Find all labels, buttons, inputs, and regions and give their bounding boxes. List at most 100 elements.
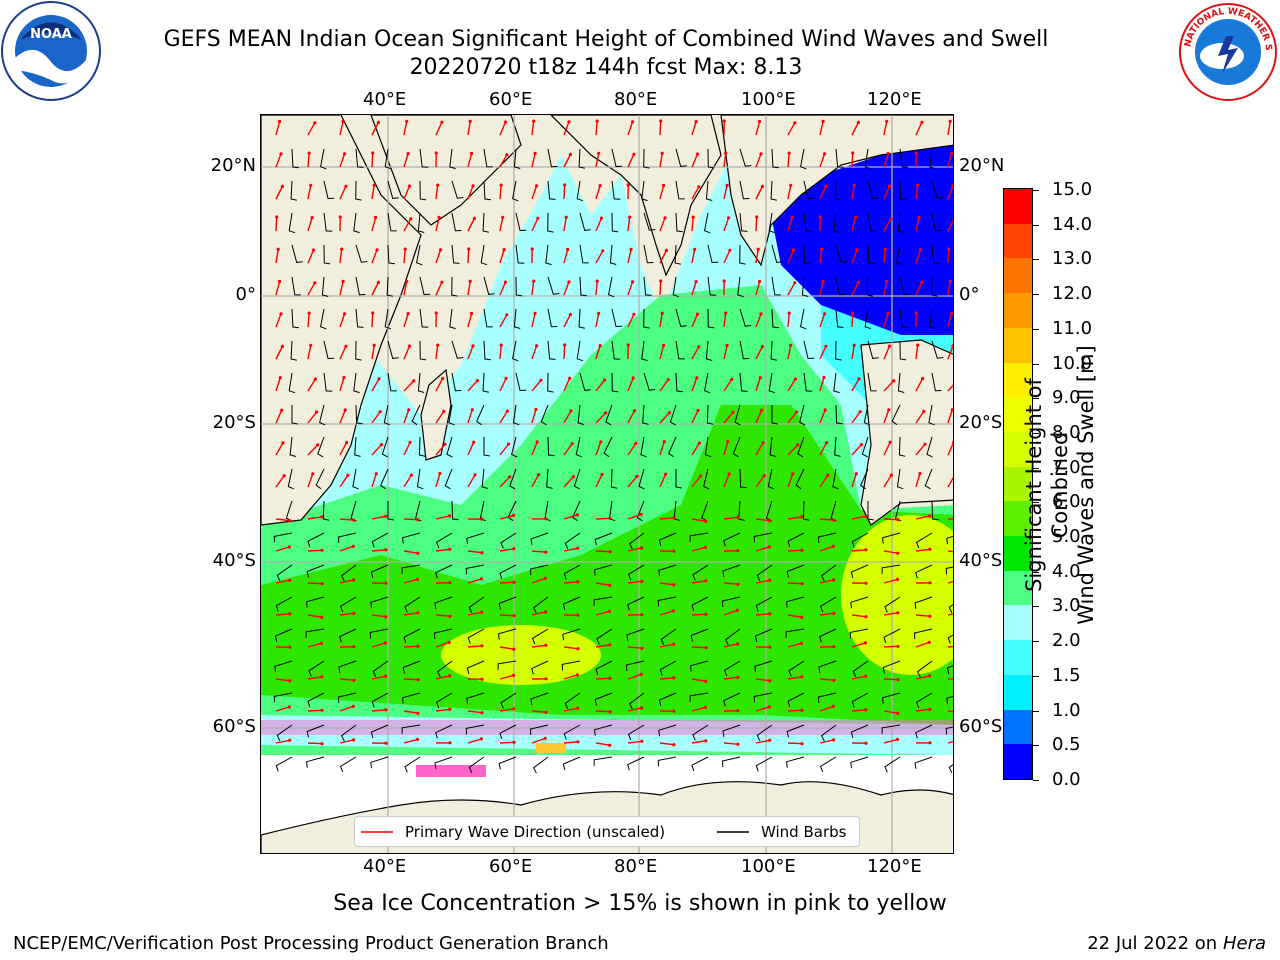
wave-arrow — [787, 185, 792, 200]
wave-arrow-head — [448, 707, 452, 711]
wave-arrow — [723, 582, 738, 585]
wave-arrow — [275, 409, 283, 424]
wind-barb — [786, 596, 805, 608]
wave-arrow — [403, 380, 415, 392]
wind-barb — [722, 564, 741, 577]
wind-barb — [562, 596, 581, 611]
wind-barb — [289, 436, 297, 457]
wave-arrow — [467, 281, 471, 296]
wave-arrow-head — [448, 614, 452, 618]
wave-arrow-head — [407, 344, 412, 348]
wind-barb — [913, 628, 933, 640]
wave-arrow — [659, 217, 666, 232]
wind-barb — [771, 405, 778, 425]
wave-arrow-head — [384, 581, 388, 585]
wind-barb — [860, 468, 869, 490]
wind-barb — [563, 724, 581, 740]
wave-arrow-head — [597, 151, 601, 155]
wave-arrow — [851, 411, 861, 424]
wind-barb — [339, 596, 357, 613]
wave-arrow — [819, 153, 826, 168]
wave-arrow-head — [505, 313, 509, 317]
wave-arrow — [435, 282, 443, 296]
wave-arrow-head — [543, 736, 547, 741]
wave-arrow — [787, 313, 790, 328]
wave-arrow — [947, 219, 953, 232]
wave-arrow — [467, 313, 473, 328]
wind-barb — [657, 596, 677, 607]
wave-arrow — [755, 249, 759, 264]
wind-barb — [291, 308, 299, 329]
wave-arrow — [851, 549, 866, 552]
wind-barb — [371, 692, 389, 708]
wave-arrow — [403, 578, 418, 584]
map-panel — [260, 114, 954, 854]
wave-arrow — [595, 550, 611, 553]
wind-barb — [290, 180, 298, 201]
wave-arrow-head — [755, 215, 759, 219]
wave-arrow — [403, 218, 412, 232]
wave-arrow-head — [407, 408, 411, 412]
wave-arrow-head — [759, 312, 763, 316]
wind-barb — [320, 148, 327, 170]
wind-barb — [882, 692, 901, 704]
wind-barb — [819, 756, 837, 773]
wave-arrow-head — [448, 581, 452, 585]
colorbar-tick-mark — [1033, 745, 1039, 747]
wind-barb — [531, 660, 549, 675]
wind-barb — [899, 276, 911, 296]
wave-arrow-head — [672, 676, 676, 680]
wave-arrow — [819, 545, 834, 552]
wave-arrow — [275, 475, 285, 488]
wave-arrow-head — [379, 443, 383, 447]
wave-arrow-head — [726, 439, 730, 444]
wind-barb — [337, 532, 357, 544]
wave-arrow — [659, 250, 668, 264]
wave-arrow — [947, 384, 953, 392]
wave-arrow — [467, 474, 476, 488]
wave-arrow — [563, 410, 572, 424]
footer-host: Hera — [1222, 933, 1266, 954]
wind-barb — [803, 372, 813, 392]
wave-arrow-head — [851, 311, 855, 315]
wind-barb — [370, 564, 389, 579]
wave-arrow-head — [727, 472, 731, 476]
wind-barb — [755, 756, 773, 772]
wind-barb — [611, 308, 623, 328]
wave-arrow-head — [575, 513, 579, 517]
wind-barb — [770, 340, 778, 361]
wind-barb — [882, 660, 901, 674]
wave-arrow — [819, 475, 829, 488]
wind-barb — [451, 372, 462, 392]
legend-wind-barbs-label: Wind Barbs — [761, 823, 847, 841]
wind-barb — [627, 724, 645, 741]
wave-arrow — [371, 249, 378, 264]
wave-arrow — [307, 411, 318, 424]
wave-arrow-head — [288, 645, 292, 649]
wave-arrow — [723, 411, 734, 424]
wind-barb — [529, 564, 549, 576]
wave-arrow-head — [608, 516, 612, 520]
wind-barb — [675, 372, 683, 393]
wind-barb — [850, 724, 869, 739]
wave-arrow-head — [320, 548, 324, 552]
wind-barb — [594, 564, 613, 576]
wave-arrow-head — [340, 247, 344, 251]
wave-arrow-head — [728, 248, 732, 252]
wave-arrow-head — [280, 344, 284, 349]
wind-barb — [500, 692, 517, 709]
wind-barb — [768, 372, 776, 394]
wave-arrow-head — [439, 248, 443, 252]
wave-arrow — [627, 314, 635, 328]
wave-arrow — [851, 675, 866, 680]
wave-arrow-head — [608, 643, 612, 647]
wave-arrow-head — [800, 615, 804, 619]
wind-barb — [372, 660, 389, 678]
wind-barb — [675, 148, 687, 167]
colorbar-segment — [1004, 709, 1032, 745]
wind-barb — [896, 244, 903, 266]
wave-arrow-head — [479, 577, 483, 581]
wave-arrow-head — [344, 184, 348, 188]
sea-ice-note: Sea Ice Concentration > 15% is shown in … — [333, 891, 947, 916]
wind-barb — [929, 308, 936, 330]
